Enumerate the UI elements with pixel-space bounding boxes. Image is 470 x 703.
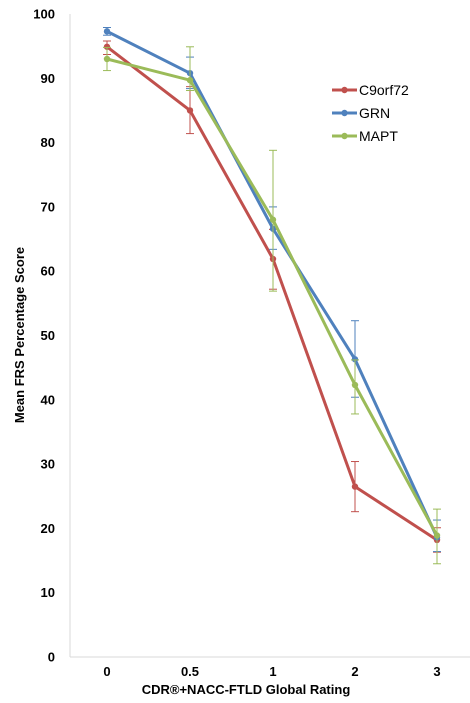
legend-item-c9orf72: C9orf72 [332, 82, 409, 98]
y-tick-label: 0 [48, 650, 55, 665]
y-tick-label: 50 [41, 328, 55, 343]
y-tick-label: 60 [41, 264, 55, 279]
y-tick-label: 90 [41, 71, 55, 86]
x-axis-title: CDR®+NACC-FTLD Global Rating [142, 682, 351, 697]
legend-label: GRN [359, 105, 390, 121]
legend-item-mapt: MAPT [332, 128, 398, 144]
x-tick-label: 1 [269, 664, 276, 679]
data-point [351, 356, 359, 363]
legend-item-grn: GRN [332, 105, 390, 121]
x-tick-label: 2 [351, 664, 358, 679]
y-tick-label: 20 [41, 521, 55, 536]
series-c9orf72 [103, 40, 441, 553]
data-point [433, 532, 441, 539]
y-tick-label: 80 [41, 135, 55, 150]
legend-swatch-marker [341, 86, 348, 94]
series-mapt [103, 46, 441, 565]
x-tick-labels: 0 0.5 1 2 3 [103, 664, 440, 679]
x-tick-label: 3 [433, 664, 440, 679]
data-point [103, 55, 111, 63]
data-point [351, 483, 359, 490]
series-layer [103, 27, 441, 565]
data-point [103, 43, 111, 50]
data-point [351, 381, 359, 389]
y-axis-title: Mean FRS Percentage Score [12, 247, 27, 423]
x-tick-label: 0.5 [181, 664, 199, 679]
data-point [103, 28, 111, 35]
data-point [269, 216, 277, 223]
data-point [186, 107, 194, 114]
y-tick-label: 30 [41, 457, 55, 472]
data-point [186, 77, 194, 84]
x-tick-label: 0 [103, 664, 110, 679]
y-tick-label: 40 [41, 392, 55, 407]
legend-label: MAPT [359, 128, 398, 144]
y-tick-label: 70 [41, 199, 55, 214]
legend-swatch-marker [341, 109, 348, 117]
legend-label: C9orf72 [359, 82, 409, 98]
y-tick-label: 100 [33, 7, 55, 22]
legend: C9orf72 GRN MAPT [332, 82, 409, 144]
y-tick-label: 10 [41, 585, 55, 600]
legend-swatch-marker [341, 132, 348, 140]
y-tick-labels: 0 10 20 30 40 50 60 70 80 90 100 [33, 7, 55, 665]
